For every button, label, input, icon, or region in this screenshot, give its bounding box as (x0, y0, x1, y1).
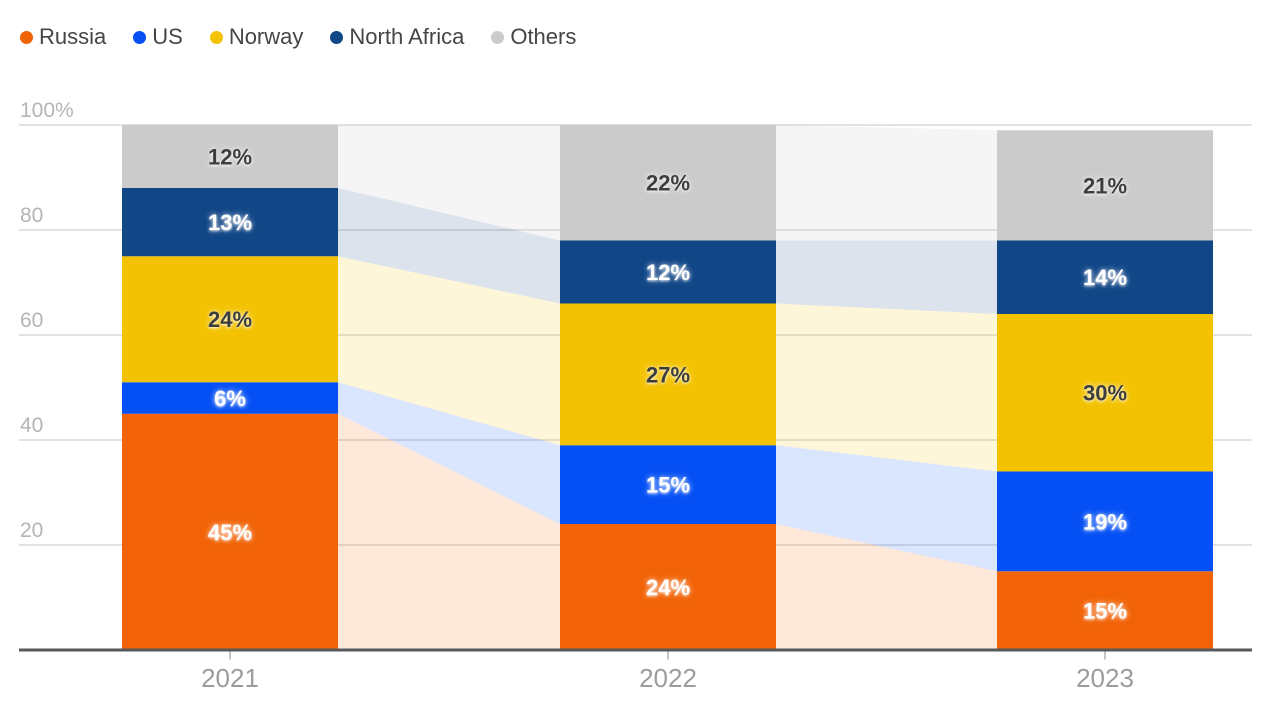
bar-segment-norway-2023[interactable] (997, 314, 1213, 472)
flow-band-us (338, 382, 560, 524)
segment-value-label: 12% (208, 144, 252, 169)
bar-segment-others-2022[interactable] (560, 125, 776, 241)
bar-segment-others-2023[interactable] (997, 130, 1213, 241)
bar-segment-russia-2023[interactable] (997, 571, 1213, 650)
segment-value-label: 45% (208, 520, 252, 545)
bar-segment-us-2023[interactable] (997, 471, 1213, 572)
segment-value-label: 27% (646, 362, 690, 387)
y-tick-label: 40 (20, 414, 43, 437)
segment-value-label: 15% (1083, 599, 1127, 624)
legend-label: Russia (39, 24, 107, 49)
segment-value-label: 12% (646, 260, 690, 285)
bar-segment-us-2022[interactable] (560, 445, 776, 524)
bar-segment-north-africa-2023[interactable] (997, 240, 1213, 315)
chart-legend: Russia US Norway North Africa Others (20, 26, 576, 48)
legend-item-us[interactable]: US (133, 26, 183, 48)
segment-value-label: 21% (1083, 173, 1127, 198)
segment-value-label: 6% (214, 386, 246, 411)
legend-label: North Africa (349, 24, 465, 49)
legend-label: Others (510, 24, 577, 49)
y-tick-label: 20 (20, 519, 43, 542)
legend-label: Norway (228, 24, 304, 49)
flow-band-others (338, 125, 560, 241)
bar-segment-north-africa-2022[interactable] (560, 240, 776, 304)
y-tick-label: 80 (20, 204, 43, 227)
legend-dot-icon (209, 30, 223, 44)
flow-band-others (776, 125, 997, 241)
legend-dot-icon (133, 30, 147, 44)
segment-value-label: 13% (208, 210, 252, 235)
legend-dot-icon (330, 30, 344, 44)
legend-item-north-africa[interactable]: North Africa (330, 26, 464, 48)
segment-value-label: 22% (646, 171, 690, 196)
bar-segment-north-africa-2021[interactable] (122, 188, 338, 257)
flow-band-north-africa (338, 188, 560, 304)
x-tick-label: 2021 (201, 663, 259, 693)
flow-band-us (776, 445, 997, 572)
segment-value-label: 24% (208, 307, 252, 332)
segment-value-label: 14% (1083, 265, 1127, 290)
legend-dot-icon (20, 30, 33, 44)
flow-band-north-africa (776, 240, 997, 314)
bar-segment-norway-2022[interactable] (560, 303, 776, 446)
segment-value-label: 15% (646, 473, 690, 498)
segment-value-label: 24% (646, 575, 690, 600)
x-tick-label: 2022 (639, 663, 697, 693)
legend-item-russia[interactable]: Russia (20, 26, 106, 48)
legend-dot-icon (491, 30, 505, 44)
bar-segment-us-2021[interactable] (122, 382, 338, 414)
flow-band-norway (338, 256, 560, 446)
flow-band-russia (338, 413, 560, 650)
legend-item-others[interactable]: Others (491, 26, 576, 48)
y-tick-label: 100% (20, 99, 74, 122)
legend-item-norway[interactable]: Norway (209, 24, 304, 49)
y-tick-label: 60 (20, 309, 43, 332)
flow-band-norway (776, 303, 997, 472)
segment-value-label: 19% (1083, 509, 1127, 534)
flow-band-russia (776, 524, 997, 650)
legend-label: US (152, 24, 183, 49)
bar-segment-russia-2021[interactable] (122, 413, 338, 650)
bar-segment-norway-2021[interactable] (122, 256, 338, 383)
bar-segment-others-2021[interactable] (122, 125, 338, 188)
segment-value-label: 30% (1083, 381, 1127, 406)
x-tick-label: 2023 (1076, 663, 1134, 693)
bar-segment-russia-2022[interactable] (560, 524, 776, 650)
